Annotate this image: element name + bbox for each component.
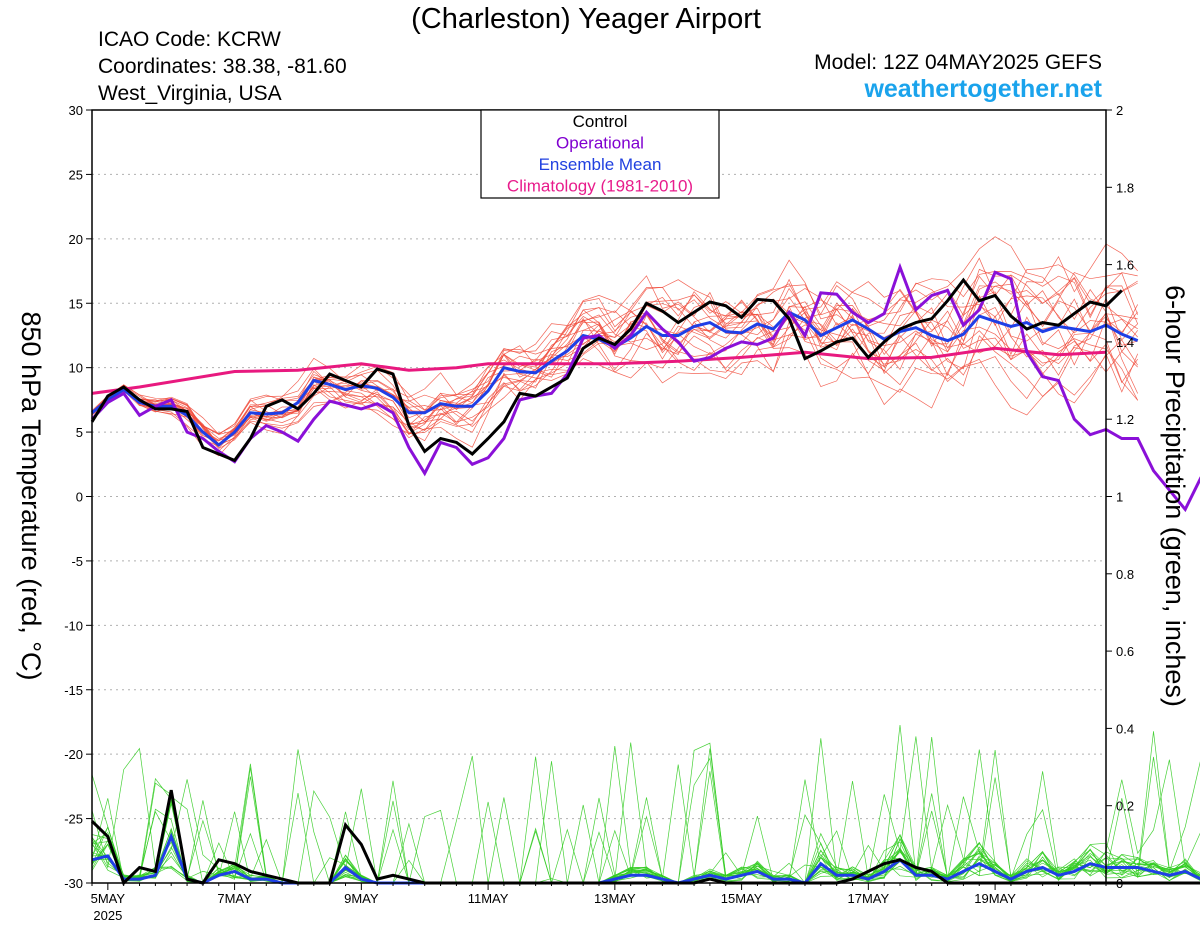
icao-code: ICAO Code: KCRW <box>98 28 281 51</box>
y2-tick-label: 1 <box>1116 490 1123 505</box>
y-axis-label-right: 6-hour Precipitation (green, inches) <box>1160 285 1190 707</box>
legend-entry: Ensemble Mean <box>539 155 662 174</box>
y2-tick-label: 0.4 <box>1116 721 1134 736</box>
precipitation-member-line <box>91 748 1200 884</box>
plot-frame <box>91 109 1107 884</box>
y-tick-label: 20 <box>69 232 83 247</box>
temperature-member-line <box>91 305 1138 457</box>
y-tick-label: 10 <box>69 361 83 376</box>
y2-tick-label: 1.6 <box>1116 258 1134 273</box>
temperature-control-line <box>90 277 1123 463</box>
axes: 302520151050-5-10-15-20-25-3021.81.61.41… <box>64 103 1134 923</box>
x-tick-year: 2025 <box>93 908 122 923</box>
y-tick-label: 25 <box>69 167 83 182</box>
temperature-member-line <box>91 268 1139 435</box>
temperature-operational-line <box>90 262 1200 513</box>
precipitation-member-line <box>91 736 1200 884</box>
legend: Control Operational Ensemble Mean Climatolo… <box>480 109 720 199</box>
y2-tick-label: 1.8 <box>1116 180 1134 195</box>
x-tick-label: 5MAY <box>91 891 126 906</box>
y2-tick-label: 1.4 <box>1116 335 1134 350</box>
precipitation-member-line <box>91 747 1200 884</box>
climatology-line <box>91 346 1107 395</box>
y-tick-label: -20 <box>64 747 83 762</box>
temperature-member-line <box>91 278 1138 435</box>
y-tick-label: 15 <box>69 296 83 311</box>
precipitation-member-line <box>91 738 1200 884</box>
x-tick-label: 9MAY <box>344 891 379 906</box>
y2-tick-label: 0.2 <box>1116 799 1134 814</box>
y-tick-label: 5 <box>76 425 83 440</box>
y2-tick-label: 0 <box>1116 876 1123 891</box>
y-tick-label: 30 <box>69 103 83 118</box>
temperature-member-line <box>91 257 1139 445</box>
x-tick-label: 17MAY <box>848 891 890 906</box>
y-axis-label-left: 850 hPa Temperature (red, °C) <box>16 312 46 681</box>
coordinates: Coordinates: 38.38, -81.60 <box>98 55 347 78</box>
legend-entry: Control <box>573 112 628 131</box>
y-tick-label: 0 <box>76 490 83 505</box>
y-tick-label: -25 <box>64 812 83 827</box>
ensemble-members-precipitation <box>91 724 1200 884</box>
chart-title: (Charleston) Yeager Airport <box>411 3 761 35</box>
y2-tick-label: 0.8 <box>1116 567 1134 582</box>
y-tick-label: -15 <box>64 683 83 698</box>
x-tick-label: 15MAY <box>721 891 763 906</box>
precipitation-member-line <box>91 736 1200 884</box>
x-tick-label: 13MAY <box>594 891 636 906</box>
y-tick-label: -5 <box>71 554 83 569</box>
model-run: Model: 12Z 04MAY2025 GEFS <box>814 51 1102 74</box>
precipitation-member-line <box>91 742 1200 884</box>
site-link[interactable]: weathertogether.net <box>864 75 1102 103</box>
legend-entry: Operational <box>556 134 644 153</box>
y-tick-label: -10 <box>64 618 83 633</box>
y-tick-label: -30 <box>64 876 83 891</box>
temperature-member-line <box>91 312 1138 447</box>
legend-entry: Climatology (1981-2010) <box>507 177 693 196</box>
x-tick-label: 11MAY <box>468 891 509 906</box>
y2-tick-label: 0.6 <box>1116 644 1134 659</box>
legend-box <box>480 109 720 199</box>
temperature-member-line <box>91 271 1139 446</box>
region: West_Virginia, USA <box>98 82 282 105</box>
precipitation-member-line <box>91 745 1200 884</box>
temperature-member-line <box>91 275 1138 445</box>
grid-lines <box>92 173 1106 820</box>
x-tick-label: 7MAY <box>217 891 252 906</box>
y2-tick-label: 1.2 <box>1116 412 1134 427</box>
y2-tick-label: 2 <box>1116 103 1123 118</box>
x-tick-label: 19MAY <box>974 891 1016 906</box>
